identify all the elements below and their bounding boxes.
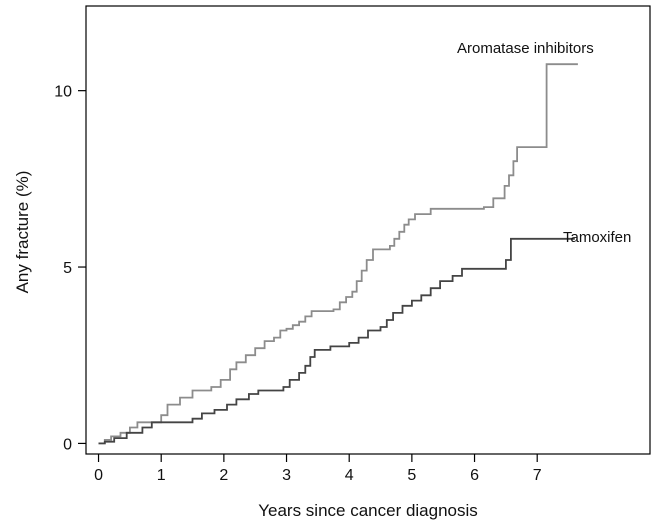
x-tick-label-0: 0 [94,467,103,484]
x-tick-label-6: 6 [470,467,479,484]
y-tick-label-5: 5 [63,260,72,277]
series-line-aromatase-inhibitors [98,63,578,445]
x-tick-label-7: 7 [533,467,542,484]
plot-frame [85,5,651,455]
series-label-aromatase-inhibitors: Aromatase inhibitors [457,40,594,57]
x-axis-ticks: 0 1 2 3 4 5 6 7 [94,454,542,484]
x-tick-label-2: 2 [219,467,228,484]
series-lines [98,63,578,445]
series-label-tamoxifen: Tamoxifen [563,229,631,246]
x-tick-label-1: 1 [157,467,166,484]
y-tick-label-0: 0 [63,436,72,453]
x-tick-label-4: 4 [345,467,354,484]
series-line-tamoxifen [98,237,575,445]
y-axis-title: Any fracture (%) [13,171,32,294]
x-tick-label-5: 5 [407,467,416,484]
x-tick-label-3: 3 [282,467,291,484]
x-axis-title: Years since cancer diagnosis [258,501,478,520]
y-axis-ticks: 0 5 10 [54,84,86,453]
y-tick-label-10: 10 [54,84,72,101]
